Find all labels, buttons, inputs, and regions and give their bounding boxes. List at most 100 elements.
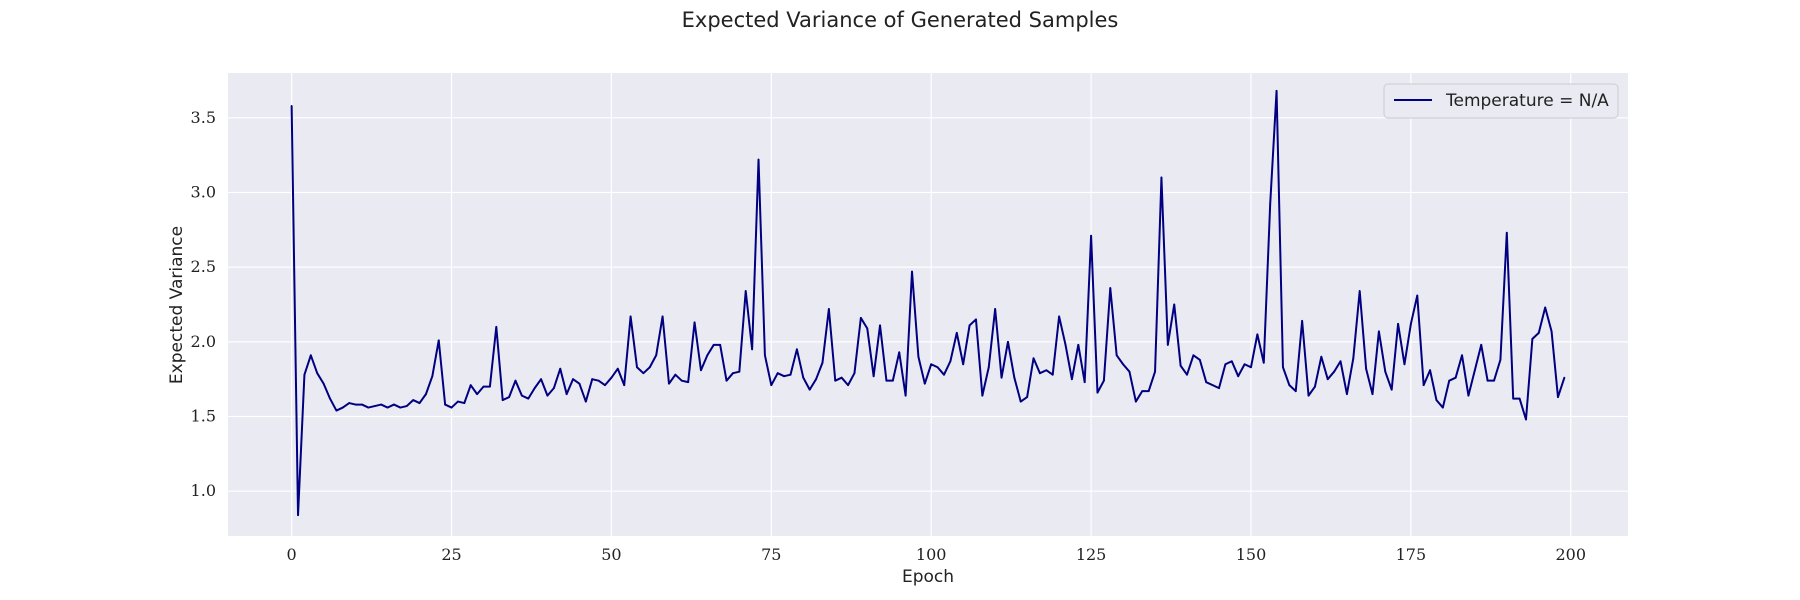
data-point xyxy=(329,397,331,400)
data-point xyxy=(386,406,389,409)
data-point xyxy=(1026,396,1029,398)
data-point xyxy=(1422,384,1425,387)
data-point xyxy=(1179,364,1182,367)
data-point xyxy=(1473,369,1476,372)
data-point xyxy=(1032,357,1035,360)
data-point xyxy=(655,354,658,357)
data-point xyxy=(1409,323,1412,325)
data-point xyxy=(1333,370,1336,373)
data-point xyxy=(994,308,997,310)
data-point xyxy=(1518,397,1521,400)
data-point xyxy=(808,388,811,391)
data-point xyxy=(1160,176,1163,179)
data-point xyxy=(1326,378,1329,381)
data-point xyxy=(680,379,683,382)
data-point xyxy=(341,406,344,409)
data-point xyxy=(1230,360,1233,363)
data-point xyxy=(559,367,562,370)
y-tick-label: 1.0 xyxy=(191,481,216,500)
data-point xyxy=(450,406,453,409)
data-point xyxy=(1275,90,1278,92)
data-point xyxy=(1096,391,1099,394)
data-point xyxy=(1090,234,1092,237)
data-points xyxy=(290,90,1566,516)
x-tick-label: 175 xyxy=(1396,545,1427,564)
data-point xyxy=(700,369,702,372)
data-point xyxy=(1339,360,1342,363)
data-point xyxy=(489,385,491,388)
data-point xyxy=(1147,390,1150,393)
data-point xyxy=(629,315,632,318)
data-point xyxy=(1429,369,1431,372)
data-point xyxy=(322,382,325,385)
data-point xyxy=(930,363,933,366)
data-point xyxy=(1186,373,1188,376)
data-point xyxy=(770,384,773,387)
data-point xyxy=(1441,406,1444,409)
data-point xyxy=(859,317,862,319)
data-point xyxy=(815,378,817,381)
data-point xyxy=(1154,370,1156,373)
data-point xyxy=(744,290,747,292)
data-point xyxy=(1262,361,1265,364)
data-point xyxy=(476,393,479,396)
data-point xyxy=(1051,373,1054,376)
data-point xyxy=(1320,355,1323,358)
data-point xyxy=(1045,369,1048,372)
y-tick-label: 2.0 xyxy=(191,332,216,351)
y-tick-label: 3.5 xyxy=(191,108,216,127)
data-point xyxy=(393,403,395,406)
data-point xyxy=(1039,372,1041,375)
data-point xyxy=(303,373,306,376)
data-point xyxy=(853,372,856,375)
data-point xyxy=(917,355,920,358)
data-point xyxy=(463,402,466,404)
data-point xyxy=(1537,331,1540,334)
data-point xyxy=(936,366,939,369)
data-point xyxy=(949,360,952,363)
data-point xyxy=(1250,366,1252,369)
data-point xyxy=(795,348,798,351)
y-axis-label: Expected Variance xyxy=(167,226,187,384)
data-point xyxy=(1397,323,1399,325)
data-point xyxy=(1384,370,1387,373)
data-point xyxy=(297,514,299,516)
data-point xyxy=(469,384,472,387)
data-point xyxy=(1499,358,1502,361)
plot-background xyxy=(228,73,1628,536)
data-point xyxy=(1486,379,1489,382)
data-point xyxy=(719,343,722,346)
data-point xyxy=(1557,396,1559,398)
data-point xyxy=(1314,385,1316,388)
data-point xyxy=(501,399,504,401)
data-point xyxy=(943,373,945,376)
data-point xyxy=(1269,203,1272,206)
data-point xyxy=(584,400,587,403)
data-point xyxy=(1371,393,1374,396)
data-point xyxy=(610,376,613,379)
data-point xyxy=(911,270,913,273)
legend: Temperature = N/A xyxy=(1383,83,1619,119)
x-tick-label: 150 xyxy=(1236,545,1267,564)
data-point xyxy=(1377,330,1380,333)
data-point xyxy=(604,384,606,387)
data-point xyxy=(1237,375,1240,378)
data-point xyxy=(546,394,549,397)
data-point xyxy=(514,379,517,382)
y-tick-label: 2.5 xyxy=(191,257,216,276)
x-tick-label: 100 xyxy=(916,545,947,564)
data-point xyxy=(1000,376,1003,379)
data-point xyxy=(437,339,440,342)
data-point xyxy=(1493,379,1495,382)
data-point xyxy=(1218,387,1220,390)
data-point xyxy=(962,363,965,366)
plot-area xyxy=(228,73,1628,536)
data-point xyxy=(1128,370,1131,373)
data-point xyxy=(1282,366,1284,369)
data-point xyxy=(623,384,626,387)
data-point xyxy=(578,382,581,385)
data-point xyxy=(1512,397,1515,400)
x-tick-label: 200 xyxy=(1555,545,1586,564)
data-point xyxy=(520,394,523,397)
